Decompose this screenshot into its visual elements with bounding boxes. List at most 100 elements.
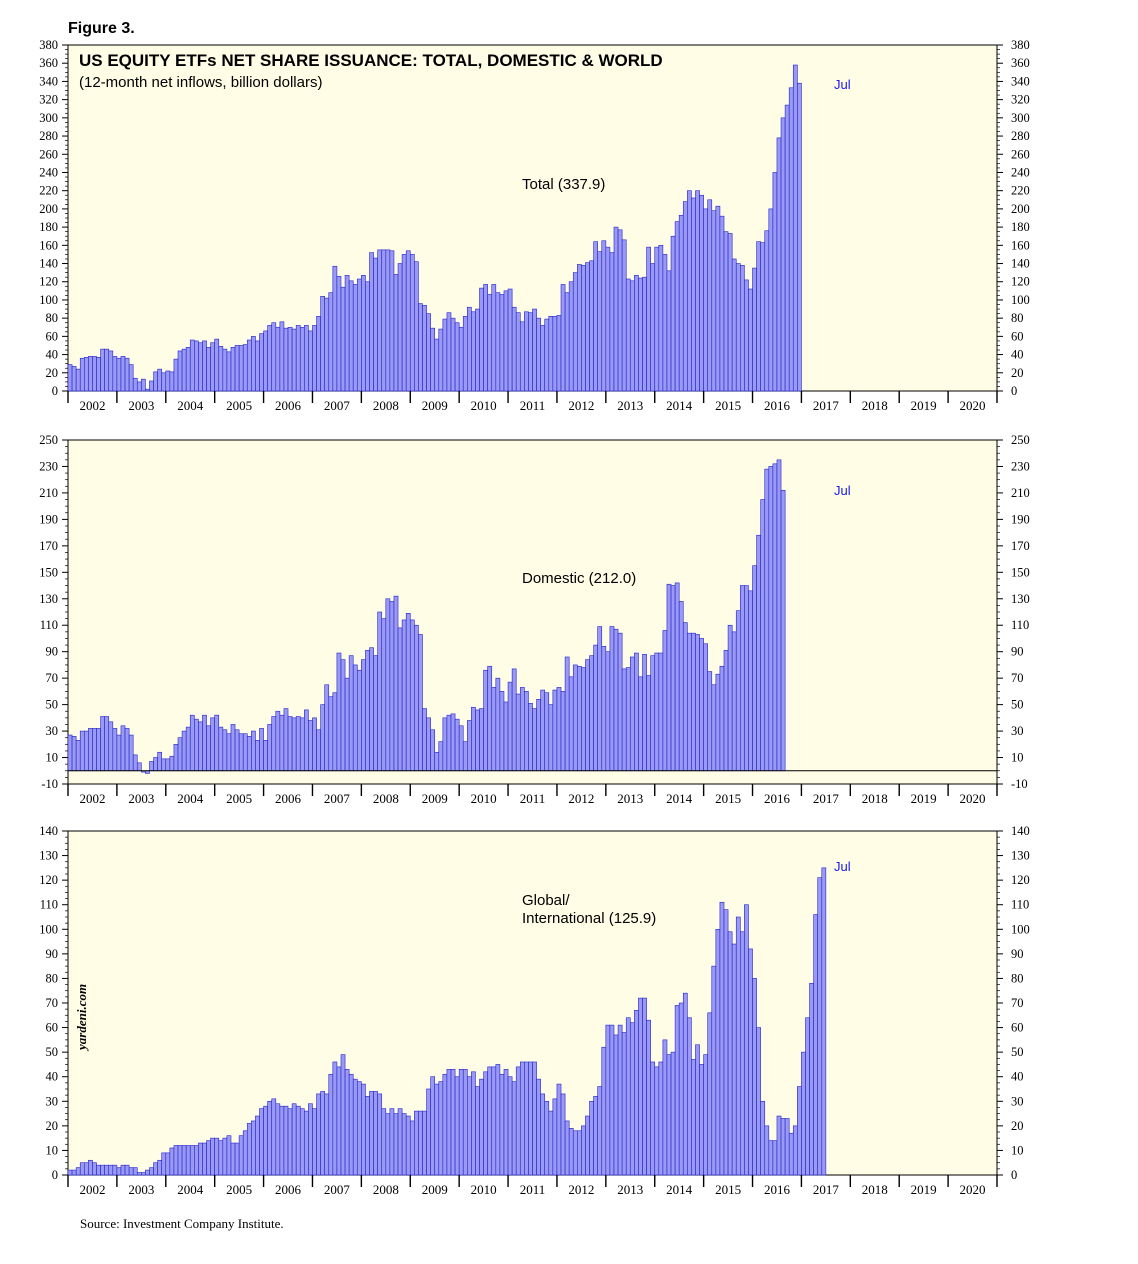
domestic-bar (780, 489, 786, 772)
total-bar (389, 250, 395, 392)
global-xtick-label: 2004 (177, 1182, 204, 1197)
domestic-bar (760, 499, 766, 772)
domestic-ytick-label-left: 190 (39, 512, 58, 526)
domestic-bar (589, 655, 594, 772)
domestic-ytick-label-right: 50 (1011, 698, 1024, 712)
domestic-bar (255, 740, 260, 772)
global-bar (414, 1110, 419, 1176)
global-bar (365, 1096, 370, 1176)
global-bar (230, 1142, 236, 1176)
total-ytick-label-left: 140 (39, 257, 58, 271)
domestic-ytick-label-left: 110 (40, 618, 58, 632)
domestic-bar (218, 726, 224, 772)
total-ytick-label-left: 120 (39, 275, 58, 289)
total-bar (605, 246, 611, 392)
global-bar (251, 1120, 256, 1176)
total-bar (711, 210, 717, 392)
domestic-bar (572, 664, 578, 772)
domestic-bar (556, 687, 562, 772)
total-xtick-label: 2011 (520, 398, 546, 413)
total-bar (393, 274, 399, 392)
total-ytick-label-right: 20 (1011, 366, 1024, 380)
domestic-bar (104, 716, 110, 772)
total-xtick-label: 2018 (862, 398, 888, 413)
domestic-xtick-label: 2012 (568, 791, 594, 806)
domestic-bar (246, 736, 252, 772)
domestic-bar (768, 466, 774, 772)
domestic-bar (320, 704, 325, 772)
total-bar (577, 264, 582, 392)
global-bar (324, 1093, 330, 1176)
global-bar (776, 1115, 782, 1176)
domestic-bar (532, 708, 537, 772)
global-bar (801, 1051, 806, 1176)
global-bar (568, 1128, 574, 1176)
total-bar (222, 348, 228, 392)
domestic-last-label: Jul (834, 483, 851, 498)
total-ytick-label-right: 40 (1011, 348, 1024, 362)
global-bar (149, 1167, 154, 1176)
global-bar (157, 1159, 163, 1176)
global-bar (275, 1103, 281, 1176)
domestic-bar (136, 762, 142, 772)
global-bar (817, 877, 823, 1176)
global-bar (471, 1071, 476, 1176)
domestic-bar (536, 699, 541, 772)
global-bar (634, 1010, 639, 1176)
total-bar (275, 326, 281, 392)
total-ytick-label-left: 280 (39, 129, 58, 143)
global-bar (507, 1076, 513, 1176)
total-bar (340, 286, 346, 392)
global-bar (487, 1066, 493, 1176)
total-ytick-label-left: 300 (39, 111, 58, 125)
total-bar (409, 254, 415, 392)
total-bar (678, 214, 684, 392)
total-bar (304, 325, 309, 392)
global-bar (120, 1164, 126, 1176)
domestic-bar (744, 585, 749, 772)
domestic-bar (507, 681, 513, 772)
global-bar (242, 1130, 248, 1176)
global-bar (764, 1125, 770, 1176)
global-ytick-label-right: 70 (1011, 996, 1024, 1010)
domestic-ytick-label-right: 110 (1011, 618, 1029, 632)
global-ytick-label-right: 80 (1011, 971, 1024, 985)
total-xtick-label: 2002 (79, 398, 105, 413)
domestic-bar (198, 721, 203, 772)
total-bar (462, 316, 468, 392)
total-bar (369, 252, 374, 392)
chart-title: US EQUITY ETFs NET SHARE ISSUANCE: TOTAL… (79, 51, 663, 70)
domestic-ytick-label-left: 90 (46, 645, 59, 659)
global-bar (536, 1078, 541, 1176)
total-annotation: Total (337.9) (522, 176, 605, 193)
domestic-ytick-label-left: 210 (39, 486, 58, 500)
global-bar (291, 1103, 297, 1176)
global-bar (797, 1086, 802, 1176)
total-xtick-label: 2003 (128, 398, 154, 413)
total-bar (593, 241, 598, 392)
domestic-bar (577, 665, 582, 772)
total-bar (255, 340, 260, 392)
global-bar (727, 931, 733, 1176)
total-bar (418, 303, 423, 392)
global-bar (572, 1130, 578, 1176)
domestic-ytick-label-left: 50 (46, 698, 59, 712)
domestic-bar (748, 590, 753, 772)
total-bar (438, 328, 444, 392)
total-ytick-label-right: 120 (1011, 275, 1030, 289)
total-bar (458, 326, 464, 392)
global-bar (409, 1120, 415, 1176)
total-bar (467, 306, 472, 392)
domestic-bar (96, 728, 101, 772)
domestic-ytick-label-right: 230 (1011, 459, 1030, 473)
global-bar (479, 1078, 484, 1176)
global-bar (181, 1145, 187, 1176)
global-bar (654, 1066, 660, 1176)
global-bar (589, 1100, 594, 1176)
global-bar (340, 1054, 346, 1176)
global-bar (805, 1017, 810, 1176)
total-bar (218, 346, 224, 392)
chart-subtitle: (12-month net inflows, billion dollars) (79, 74, 322, 91)
global-bar (625, 1017, 631, 1176)
domestic-bar (442, 717, 448, 772)
